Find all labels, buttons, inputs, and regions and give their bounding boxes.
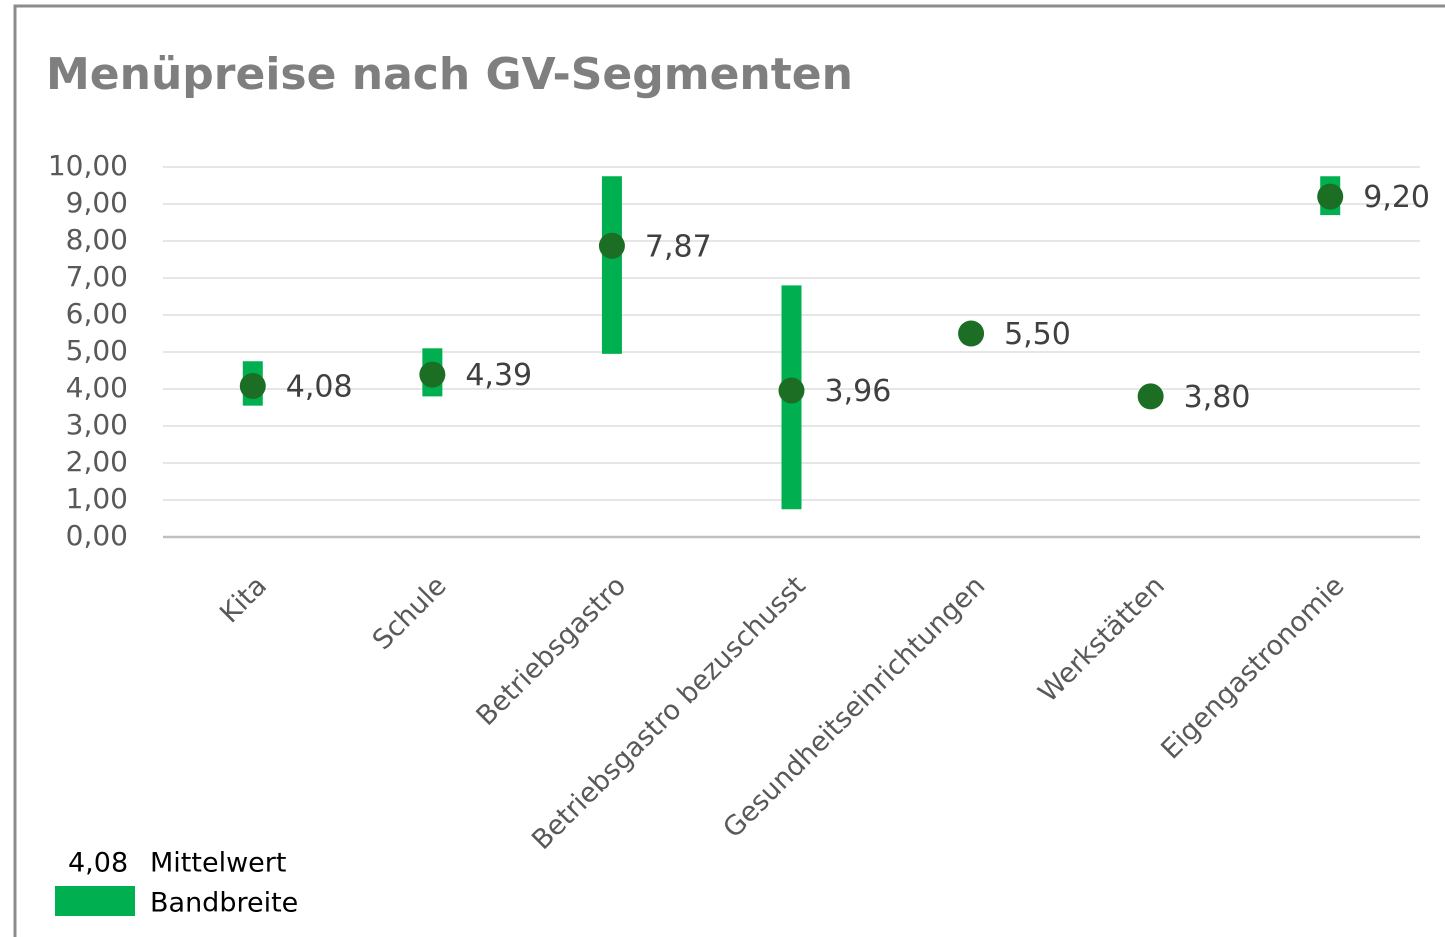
mean-dot [778, 377, 805, 404]
y-tick-label: 4,00 [66, 371, 128, 404]
data-label: 5,50 [1004, 317, 1071, 352]
chart-title: Menüpreise nach GV-Segmenten [46, 49, 853, 100]
y-tick-label: 6,00 [66, 297, 128, 330]
mean-dot [598, 232, 625, 259]
chart-frame [13, 4, 1445, 937]
mean-dot [1317, 183, 1344, 210]
y-tick-label: 3,00 [66, 408, 128, 441]
y-tick-label: 0,00 [66, 519, 128, 552]
mean-dot [419, 361, 446, 388]
legend-swatch [55, 886, 135, 916]
legend-label: Mittelwert [150, 848, 286, 879]
mean-dot [239, 373, 266, 400]
range-bar [601, 176, 622, 354]
legend-sample: 4,08 [68, 848, 128, 879]
y-tick-label: 2,00 [66, 445, 128, 478]
y-tick-label: 5,00 [66, 334, 128, 367]
y-tick-label: 8,00 [66, 223, 128, 256]
data-label: 7,87 [645, 229, 712, 264]
data-label: 4,39 [465, 358, 532, 393]
data-label: 3,80 [1184, 380, 1251, 415]
data-label: 9,20 [1363, 180, 1430, 215]
y-tick-label: 10,00 [48, 149, 128, 182]
data-label: 3,96 [825, 374, 892, 409]
y-tick-label: 1,00 [66, 482, 128, 515]
data-label: 4,08 [286, 370, 353, 405]
mean-dot [1137, 383, 1164, 410]
mean-dot [958, 320, 985, 347]
y-tick-label: 7,00 [66, 260, 128, 293]
legend-label: Bandbreite [150, 888, 298, 919]
y-tick-label: 9,00 [66, 186, 128, 219]
